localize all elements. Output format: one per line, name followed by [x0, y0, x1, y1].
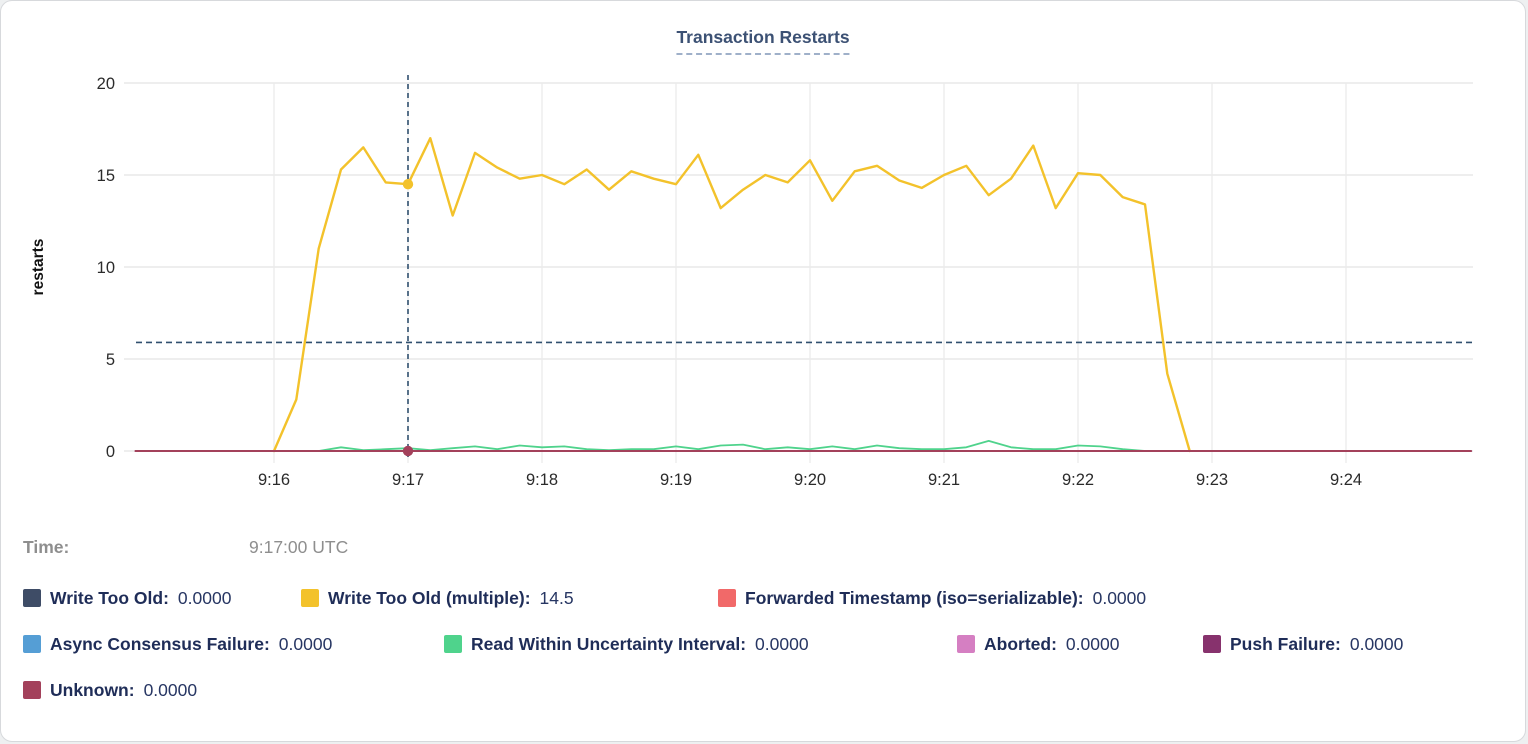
chart-title[interactable]: Transaction Restarts [676, 27, 850, 55]
y-axis-label: restarts [30, 239, 47, 296]
x-axis-tick: 9:22 [1062, 471, 1094, 489]
x-axis-tick: 9:18 [526, 471, 558, 489]
x-axis-tick: 9:19 [660, 471, 692, 489]
series-line [317, 439, 1146, 452]
hover-marker-dot [402, 445, 414, 457]
legend-series-label: Push Failure: [1230, 633, 1341, 654]
legend-series-value: 0.0000 [177, 587, 232, 608]
legend-row: Unknown: 0.0000 [1, 679, 1525, 703]
legend-series-value: 14.5 [539, 587, 574, 608]
legend-item: Read Within Uncertainty Interval: 0.0000 [444, 633, 809, 655]
legend-item: Aborted: 0.0000 [957, 633, 1119, 655]
hover-time-row: Time: 9:17:00 UTC [1, 537, 1525, 563]
legend-series-label: Unknown: [50, 679, 135, 700]
legend-series-label: Write Too Old (multiple): [328, 587, 531, 608]
x-axis-tick: 9:24 [1330, 471, 1362, 489]
legend-swatch [718, 589, 736, 607]
y-axis-tick: 0 [106, 443, 115, 461]
y-axis-tick: 20 [97, 75, 115, 93]
x-axis-tick: 9:20 [794, 471, 826, 489]
legend-item: Async Consensus Failure: 0.0000 [23, 633, 332, 655]
x-axis-tick: 9:17 [392, 471, 424, 489]
legend-series-value: 0.0000 [143, 679, 198, 700]
legend-series-value: 0.0000 [1092, 587, 1147, 608]
x-axis-tick: 9:21 [928, 471, 960, 489]
legend-series-value: 0.0000 [755, 633, 809, 654]
legend-item: Write Too Old: 0.0000 [23, 587, 231, 609]
time-value: 9:17:00 UTC [249, 537, 349, 557]
x-axis-tick: 9:16 [258, 471, 290, 489]
hover-marker-dot [402, 179, 414, 190]
legend-item: Forwarded Timestamp (iso=serializable): 0… [718, 587, 1146, 609]
transaction-restarts-chart[interactable]: 0 5 10 15 20 9:16 9:17 9:18 9:19 9:20 9:21 9:22 9:23… [1, 1, 1528, 521]
legend-swatch [301, 589, 319, 607]
legend-series-value: 0.0000 [1065, 633, 1120, 654]
legend-series-value: 0.0000 [278, 633, 333, 654]
legend-swatch [23, 635, 41, 653]
x-axis-tick: 9:23 [1196, 471, 1228, 489]
legend-swatch [23, 589, 41, 607]
y-axis-tick: 15 [97, 167, 115, 185]
legend-item: Push Failure: 0.0000 [1203, 633, 1403, 655]
legend-swatch [957, 635, 975, 653]
time-label: Time: [23, 537, 70, 557]
legend-series-label: Aborted: [984, 633, 1057, 654]
legend-series-label: Read Within Uncertainty Interval: [471, 633, 747, 654]
legend-series-label: Async Consensus Failure: [50, 633, 270, 654]
legend-row: Write Too Old: 0.0000 Write Too Old (multi… [1, 587, 1525, 611]
y-axis-tick: 10 [97, 259, 115, 277]
legend-series-label: Write Too Old: [50, 587, 169, 608]
legend-swatch [1203, 635, 1221, 653]
legend-row: Async Consensus Failure: 0.0000 Read Withi… [1, 633, 1525, 657]
legend-series-label: Forwarded Timestamp (iso=serializable): [745, 587, 1084, 608]
legend-swatch [23, 681, 41, 699]
legend-item: Write Too Old (multiple): 14.5 [301, 587, 574, 609]
series-line [272, 136, 1191, 453]
y-axis-tick: 5 [106, 351, 115, 369]
legend-item: Unknown: 0.0000 [23, 679, 197, 701]
legend-series-value: 0.0000 [1349, 633, 1404, 654]
legend-swatch [444, 635, 462, 653]
